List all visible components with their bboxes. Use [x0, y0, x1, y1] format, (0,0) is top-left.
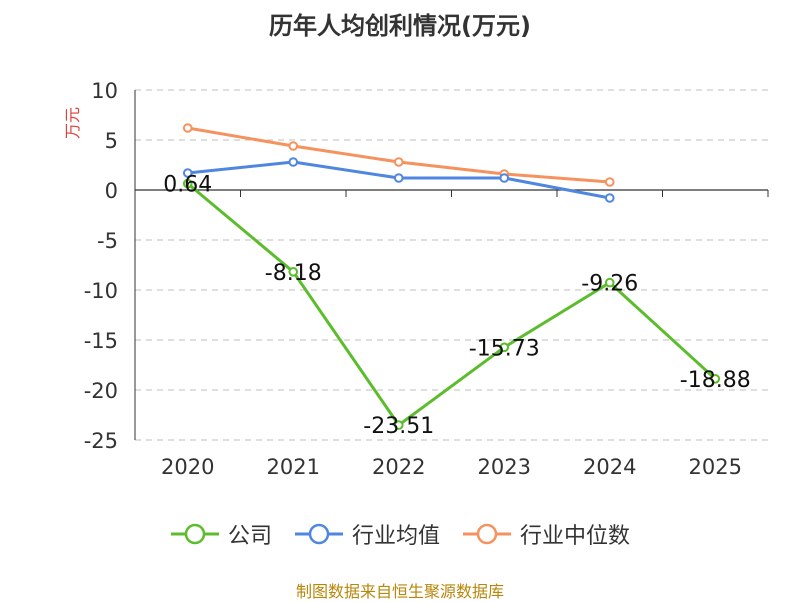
data-point — [499, 342, 510, 353]
legend-item[interactable]: 行业中位数 — [462, 518, 630, 550]
legend-label: 行业中位数 — [520, 524, 631, 549]
data-point — [604, 277, 615, 288]
x-tick-label: 2025 — [689, 455, 742, 479]
data-label: -8.18 — [265, 261, 322, 286]
legend: 公司 行业均值 行业中位数 — [0, 518, 800, 550]
x-tick-label: 2022 — [372, 455, 425, 479]
y-tick-label: 5 — [105, 129, 118, 153]
data-label: -9.26 — [581, 272, 638, 297]
data-point — [604, 177, 615, 187]
y-tick-label: -5 — [97, 229, 118, 253]
legend-marker — [170, 523, 219, 545]
y-tick-label: 10 — [91, 79, 118, 103]
axes: 10 5 0 -5 -10 -15 -20 -25 2020 2021 2022 2023 2024 20… — [63, 79, 769, 479]
data-point — [499, 173, 510, 183]
data-point — [182, 178, 193, 189]
data-point — [604, 193, 615, 203]
legend-item[interactable]: 公司 — [170, 518, 272, 550]
data-label: -18.88 — [680, 368, 751, 393]
legend-marker — [294, 523, 343, 545]
y-tick-label: -15 — [84, 329, 118, 353]
data-label: 0.64 — [163, 173, 212, 198]
y-tick-label: -10 — [84, 279, 118, 303]
data-point — [288, 141, 299, 151]
data-label: -23.51 — [363, 414, 434, 439]
legend-marker — [463, 523, 511, 545]
legend-item[interactable]: 行业均值 — [294, 518, 440, 550]
data-point — [393, 157, 404, 167]
series-line — [186, 182, 717, 427]
x-tick-label: 2024 — [583, 455, 636, 479]
x-tick-label: 2020 — [161, 455, 214, 479]
data-labels: 0.64 -8.18 -23.51 -15.73 -9.26 -18.88 — [163, 173, 750, 440]
y-tick-label: -25 — [84, 429, 118, 453]
data-label: -15.73 — [469, 336, 540, 361]
legend-label: 公司 — [227, 524, 272, 549]
y-axis-label: 万元 — [63, 107, 82, 139]
y-tick-label: -20 — [84, 379, 118, 403]
data-point — [288, 267, 299, 277]
source-note: 制图数据来自恒生聚源数据库 — [295, 582, 504, 601]
series-lines — [182, 123, 721, 430]
legend-label: 行业均值 — [351, 524, 440, 549]
x-tick-label: 2023 — [478, 455, 531, 479]
y-tick-label: 0 — [105, 179, 118, 203]
data-point — [288, 157, 299, 167]
data-point — [710, 374, 721, 384]
data-point — [182, 123, 193, 133]
chart-title: 历年人均创利情况(万元) — [269, 12, 531, 40]
data-point — [393, 420, 404, 430]
data-point — [182, 168, 193, 178]
data-point — [393, 173, 404, 183]
x-tick-label: 2021 — [267, 455, 320, 479]
